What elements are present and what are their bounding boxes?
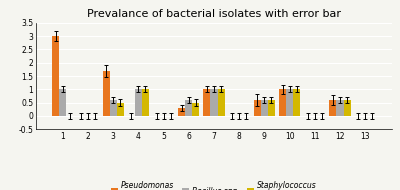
Bar: [268, 100, 275, 116]
Bar: [344, 100, 351, 116]
Title: Prevalance of bacterial isolates with error bar: Prevalance of bacterial isolates with er…: [87, 9, 341, 19]
Bar: [178, 108, 185, 116]
Bar: [330, 100, 336, 116]
Bar: [293, 89, 300, 116]
Bar: [254, 100, 261, 116]
Bar: [210, 89, 218, 116]
Bar: [185, 100, 192, 116]
Bar: [286, 89, 293, 116]
Bar: [261, 100, 268, 116]
Bar: [204, 89, 210, 116]
Bar: [279, 89, 286, 116]
Bar: [336, 100, 344, 116]
Legend: Pseudomonas
aeruginosa, Bacillus spp., Staphylococcus
spp.: Pseudomonas aeruginosa, Bacillus spp., S…: [108, 178, 320, 190]
Bar: [52, 36, 59, 116]
Bar: [135, 89, 142, 116]
Bar: [192, 103, 199, 116]
Bar: [218, 89, 224, 116]
Bar: [102, 71, 110, 116]
Bar: [110, 100, 117, 116]
Bar: [117, 103, 124, 116]
Bar: [59, 89, 66, 116]
Bar: [142, 89, 149, 116]
